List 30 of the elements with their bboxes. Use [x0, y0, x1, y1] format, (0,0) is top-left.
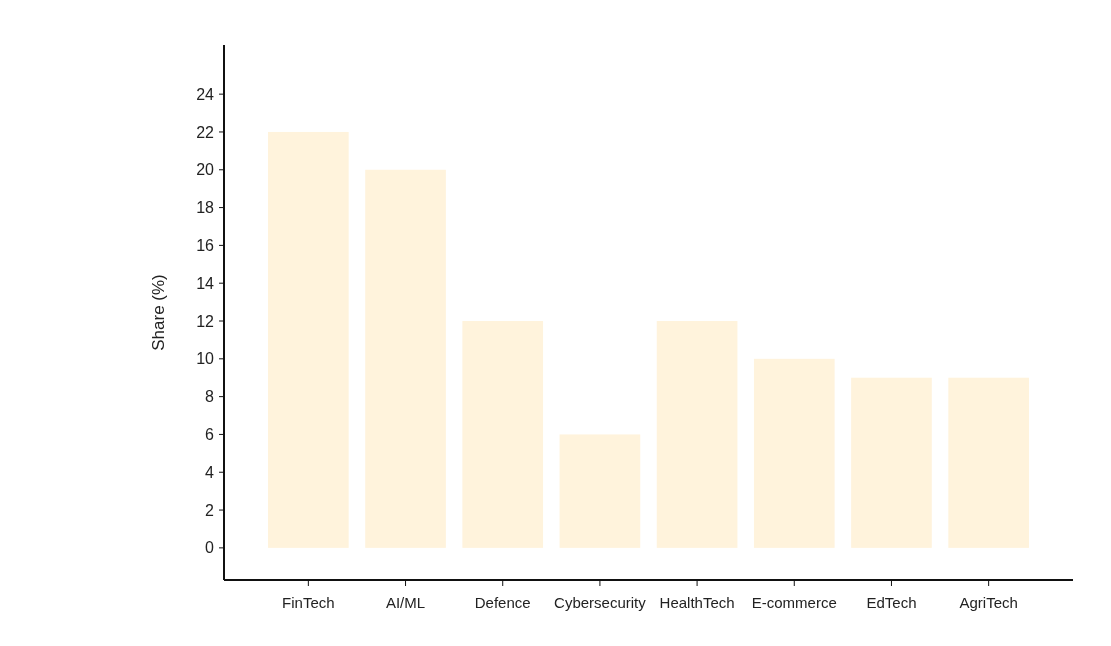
bar	[948, 377, 1029, 548]
bar	[462, 321, 544, 548]
y-tick-label: 18	[196, 199, 215, 217]
bar	[268, 131, 349, 548]
x-tick-label: EdTech	[866, 594, 917, 611]
bar	[753, 358, 835, 548]
y-tick-label: 2	[205, 501, 215, 519]
y-tick-label: 10	[196, 350, 215, 368]
y-tick-label: 4	[205, 463, 215, 481]
bar	[851, 377, 932, 548]
x-tick-label: AI/ML	[385, 594, 426, 611]
bar	[365, 169, 446, 548]
x-tick-label: HealthTech	[659, 594, 735, 611]
bar	[559, 434, 641, 548]
y-tick-label: 8	[205, 388, 215, 406]
y-axis-title: Share (%)	[149, 274, 168, 351]
y-tick-label: 6	[205, 426, 215, 444]
y-tick-label: 24	[196, 85, 215, 103]
y-tick-label: 0	[205, 539, 215, 557]
x-tick-label: AgriTech	[959, 594, 1018, 611]
x-tick-label: E-commerce	[751, 594, 837, 611]
x-tick-label: Cybersecurity	[554, 594, 647, 611]
y-tick-label: 22	[196, 123, 215, 141]
y-tick-label: 12	[196, 312, 215, 330]
y-tick-label: 14	[196, 274, 215, 292]
y-tick-label: 16	[196, 236, 215, 254]
y-tick-label: 20	[196, 161, 215, 179]
x-tick-label: FinTech	[282, 594, 335, 611]
bar	[656, 321, 738, 548]
x-tick-label: Defence	[474, 594, 531, 611]
